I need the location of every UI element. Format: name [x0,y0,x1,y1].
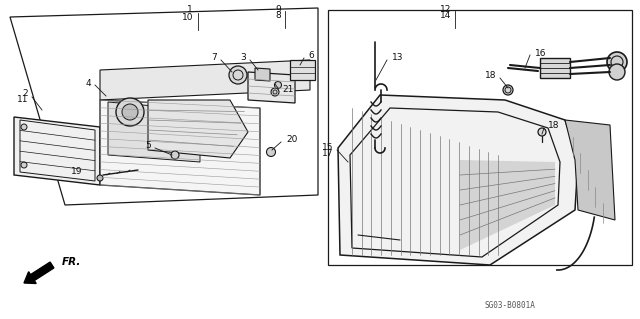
Circle shape [229,66,247,84]
Polygon shape [108,102,200,162]
Polygon shape [290,60,315,80]
Text: 19: 19 [70,167,82,176]
Polygon shape [460,160,555,250]
Text: 15: 15 [321,143,333,152]
Circle shape [609,64,625,80]
Text: 2: 2 [22,90,28,99]
Circle shape [275,81,282,88]
Circle shape [116,98,144,126]
Text: 14: 14 [440,11,451,20]
Polygon shape [255,68,270,81]
Text: 1: 1 [188,5,193,14]
Text: 10: 10 [182,12,193,21]
Circle shape [97,175,103,181]
Text: 12: 12 [440,4,451,13]
Text: 18: 18 [484,71,496,80]
Circle shape [271,88,279,96]
Text: 7: 7 [211,54,217,63]
Text: 8: 8 [275,11,281,20]
FancyArrow shape [24,262,54,284]
Text: 20: 20 [286,136,298,145]
Text: 18: 18 [548,122,559,130]
Bar [328,10,632,265]
Text: 13: 13 [392,54,403,63]
Text: SG03-B0801A: SG03-B0801A [484,300,536,309]
Polygon shape [248,72,295,103]
Polygon shape [540,58,570,78]
Text: FR.: FR. [62,257,81,267]
Text: 17: 17 [321,150,333,159]
Circle shape [21,124,27,130]
Text: 9: 9 [275,4,281,13]
Text: 16: 16 [535,48,547,57]
Text: 21: 21 [282,85,293,94]
Circle shape [266,147,275,157]
Polygon shape [148,100,248,158]
Text: 3: 3 [240,54,246,63]
Text: 6: 6 [308,51,314,61]
Text: 5: 5 [145,142,151,151]
Circle shape [538,128,546,136]
Circle shape [122,104,138,120]
Polygon shape [14,117,100,185]
Text: 4: 4 [85,78,91,87]
Polygon shape [100,100,260,195]
Circle shape [171,151,179,159]
Polygon shape [100,60,310,100]
Polygon shape [565,120,615,220]
Polygon shape [338,95,578,265]
Circle shape [503,85,513,95]
Circle shape [607,52,627,72]
Text: 11: 11 [17,95,28,105]
Circle shape [21,162,27,168]
